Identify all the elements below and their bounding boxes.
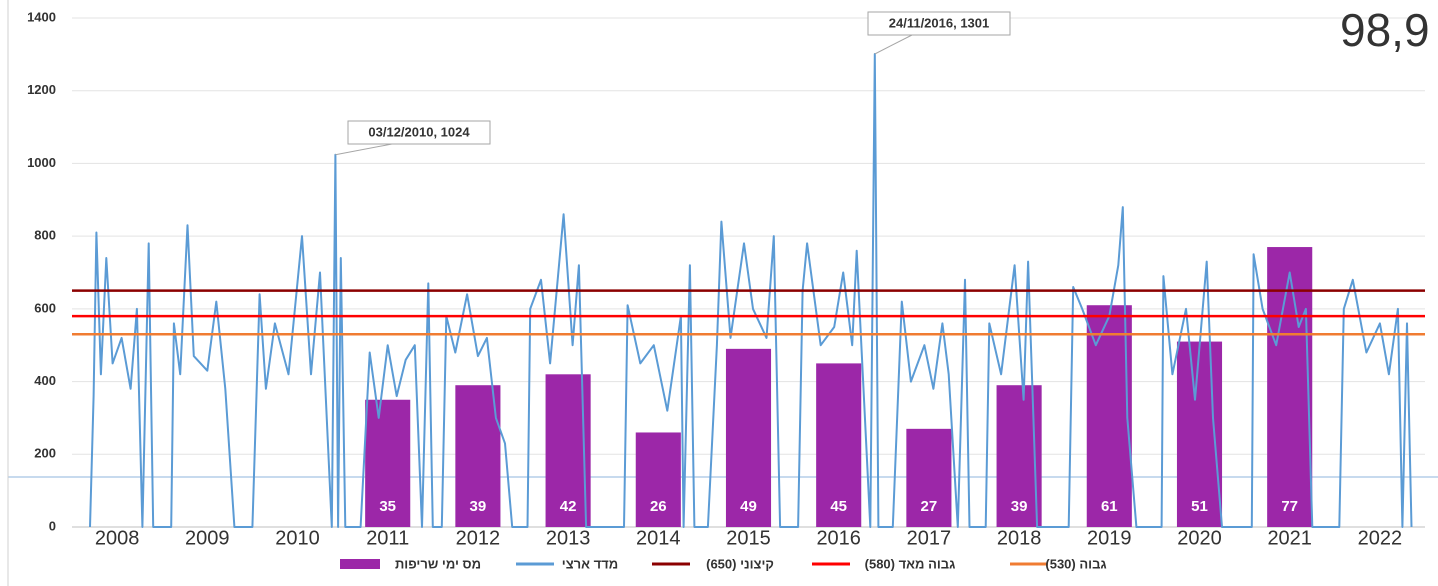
bar-value-label: 77 — [1281, 498, 1298, 515]
x-tick-label: 2013 — [546, 527, 591, 549]
bar-value-label: 61 — [1101, 498, 1118, 515]
bar — [1267, 247, 1313, 528]
y-tick-label: 800 — [34, 228, 56, 243]
y-tick-label: 1000 — [27, 155, 56, 170]
x-tick-label: 2019 — [1087, 527, 1132, 549]
x-tick-label: 2016 — [816, 527, 861, 549]
x-tick-label: 2014 — [636, 527, 681, 549]
legend-label: גבוה מאד (580) — [865, 556, 956, 571]
bar — [365, 399, 411, 527]
corner-text: 98,9 — [1340, 4, 1430, 56]
callout-box — [867, 11, 1011, 36]
callout-text: 03/12/2010, 1024 — [368, 124, 470, 139]
bar-value-label: 27 — [921, 498, 938, 515]
bar — [906, 428, 952, 527]
x-tick-label: 2010 — [275, 527, 320, 549]
x-tick-label: 2012 — [456, 527, 501, 549]
y-tick-label: 1400 — [27, 9, 56, 24]
bar-value-label: 39 — [1011, 498, 1028, 515]
x-tick-label: 2020 — [1177, 527, 1222, 549]
bar-value-label: 35 — [379, 498, 396, 515]
bar — [455, 385, 501, 527]
callout-leader — [335, 143, 393, 156]
bar-value-label: 26 — [650, 498, 667, 515]
bar-value-label: 45 — [830, 498, 847, 515]
bar-value-label: 51 — [1191, 498, 1208, 515]
x-tick-label: 2008 — [95, 527, 140, 549]
bar — [816, 363, 862, 527]
bar — [725, 348, 772, 527]
y-tick-label: 600 — [34, 300, 56, 315]
bar — [635, 432, 681, 527]
legend-label: קיצוני (650) — [706, 556, 774, 571]
x-tick-label: 2017 — [907, 527, 952, 549]
x-tick-label: 2015 — [726, 527, 771, 549]
x-tick-label: 2018 — [997, 527, 1042, 549]
callout-leader — [874, 34, 913, 55]
x-tick-label: 2011 — [366, 527, 409, 549]
bar-value-label: 39 — [470, 498, 487, 515]
index-line — [89, 53, 1413, 528]
x-tick-label: 2021 — [1267, 527, 1312, 549]
x-tick-label: 2009 — [185, 527, 230, 549]
x-tick-label: 2022 — [1358, 527, 1403, 549]
callout-text: 24/11/2016, 1301 — [889, 15, 990, 30]
legend-label: מס ימי שריפות — [395, 556, 481, 571]
bar-value-label: 42 — [560, 498, 577, 515]
y-tick-label: 200 — [34, 446, 56, 461]
y-tick-label: 0 — [49, 518, 56, 533]
legend-swatch — [340, 559, 380, 569]
y-tick-label: 1200 — [27, 82, 56, 97]
bar-value-label: 49 — [740, 498, 757, 515]
legend-label: גבוה (530) — [1045, 556, 1106, 571]
legend-label: מדד ארצי — [562, 556, 618, 571]
callout-box — [347, 120, 491, 145]
y-tick-label: 400 — [34, 373, 56, 388]
